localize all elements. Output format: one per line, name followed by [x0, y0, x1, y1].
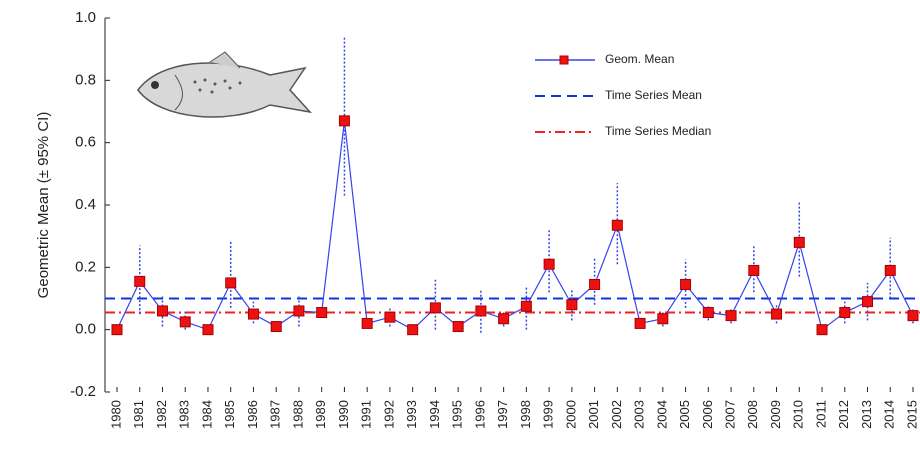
data-point — [338, 115, 350, 127]
data-point — [270, 321, 282, 333]
data-point — [429, 302, 441, 314]
data-point — [634, 317, 646, 329]
data-point — [589, 278, 601, 290]
legend-marker — [559, 55, 569, 65]
y-tick-label: 0.6 — [75, 134, 96, 151]
data-point — [520, 300, 532, 312]
x-tick-label: 2009 — [768, 400, 783, 429]
x-tick-label: 1981 — [131, 400, 146, 429]
legend-label: Time Series Mean — [605, 88, 702, 102]
y-tick-label: 0.8 — [75, 71, 96, 88]
x-tick-label: 2013 — [859, 400, 874, 429]
x-tick-label: 2001 — [586, 400, 601, 429]
data-point — [225, 277, 237, 289]
data-point — [907, 310, 919, 322]
legend-label: Time Series Median — [605, 124, 711, 138]
x-tick-label: 2006 — [700, 400, 715, 429]
data-point — [111, 324, 123, 336]
y-tick-label: 0.4 — [75, 196, 96, 213]
x-tick-label: 1993 — [404, 400, 419, 429]
x-tick-label: 1991 — [359, 400, 374, 429]
data-point — [202, 324, 214, 336]
data-point — [839, 307, 851, 319]
x-tick-label: 1980 — [108, 400, 123, 429]
data-point — [475, 305, 487, 317]
x-tick-label: 2008 — [745, 400, 760, 429]
x-tick-label: 1992 — [381, 400, 396, 429]
x-tick-label: 1997 — [495, 400, 510, 429]
x-tick-label: 1998 — [518, 400, 533, 429]
data-point — [657, 313, 669, 325]
x-tick-label: 1986 — [245, 400, 260, 429]
x-tick-label: 1982 — [154, 400, 169, 429]
data-point — [793, 236, 805, 248]
y-tick-label: -0.2 — [70, 383, 96, 400]
data-point — [543, 258, 555, 270]
data-point — [407, 324, 419, 336]
x-tick-label: 1983 — [177, 400, 192, 429]
y-axis-label: Geometric Mean (± 95% CI) — [35, 112, 52, 299]
x-tick-label: 1990 — [336, 400, 351, 429]
data-point — [680, 278, 692, 290]
data-point — [498, 313, 510, 325]
data-point — [748, 264, 760, 276]
x-tick-label: 1994 — [427, 400, 442, 429]
data-point — [725, 310, 737, 322]
x-tick-label: 1984 — [199, 400, 214, 429]
x-tick-label: 1999 — [541, 400, 556, 429]
x-tick-label: 1996 — [472, 400, 487, 429]
y-tick-label: 0.2 — [75, 258, 96, 275]
x-tick-label: 2015 — [904, 400, 919, 429]
x-tick-label: 2011 — [813, 400, 828, 428]
data-point — [247, 308, 259, 320]
x-tick-label: 2007 — [722, 400, 737, 429]
y-tick-label: 0.0 — [75, 321, 96, 338]
x-tick-label: 2004 — [654, 400, 669, 429]
x-tick-label: 2002 — [609, 400, 624, 429]
x-tick-label: 2000 — [563, 400, 578, 429]
y-tick-label: 1.0 — [75, 9, 96, 26]
data-point — [179, 316, 191, 328]
data-point — [862, 296, 874, 308]
data-point — [611, 219, 623, 231]
data-point — [566, 299, 578, 311]
x-tick-label: 1985 — [222, 400, 237, 429]
x-tick-label: 1988 — [290, 400, 305, 429]
data-point — [771, 308, 783, 320]
data-point — [702, 307, 714, 319]
data-point — [361, 317, 373, 329]
data-point — [384, 311, 396, 323]
x-tick-label: 1989 — [313, 400, 328, 429]
x-tick-label: 2005 — [677, 400, 692, 429]
data-point — [884, 264, 896, 276]
x-tick-label: 1987 — [268, 400, 283, 429]
legend-label: Geom. Mean — [605, 52, 674, 66]
x-tick-label: 2003 — [632, 400, 647, 429]
x-tick-label: 2014 — [882, 400, 897, 429]
data-point — [452, 321, 464, 333]
data-point — [134, 275, 146, 287]
data-point — [316, 307, 328, 319]
x-tick-label: 1995 — [450, 400, 465, 429]
x-tick-label: 2012 — [836, 400, 851, 429]
fish-illustration — [137, 51, 313, 118]
data-point — [156, 305, 168, 317]
data-point — [293, 305, 305, 317]
x-tick-label: 2010 — [791, 400, 806, 429]
data-point — [816, 324, 828, 336]
